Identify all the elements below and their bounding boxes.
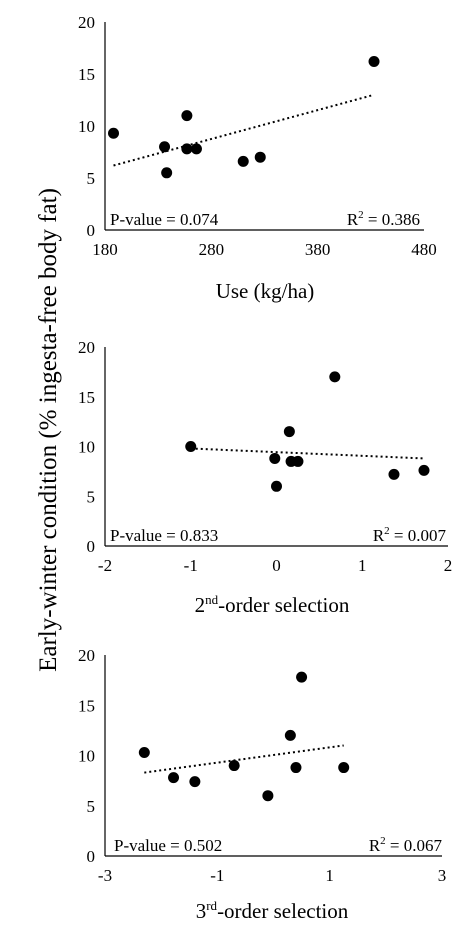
data-point xyxy=(292,455,304,467)
y-tick-label: 10 xyxy=(78,117,95,136)
x-tick-label: -3 xyxy=(98,866,112,885)
x-tick-label: -2 xyxy=(98,556,112,575)
scatter-panel-use: P-value = 0.074 R2 = 0.386 Use (kg/ha) 0… xyxy=(78,13,437,303)
x-tick-label: -1 xyxy=(210,866,224,885)
x-tick-label: 1 xyxy=(358,556,367,575)
scatter-panel-2nd-order: P-value = 0.833 R2 = 0.007 2nd-order sel… xyxy=(78,338,452,617)
y-tick-label: 20 xyxy=(78,646,95,665)
data-point xyxy=(189,776,201,788)
y-tick-label: 20 xyxy=(78,13,95,32)
x-tick-label: 280 xyxy=(199,240,225,259)
data-point xyxy=(290,762,302,774)
data-point xyxy=(168,772,180,784)
y-tick-label: 0 xyxy=(87,221,96,240)
data-point xyxy=(269,452,281,464)
r2-annotation: R2 = 0.067 xyxy=(369,835,443,855)
pvalue-annotation: P-value = 0.833 xyxy=(110,526,218,545)
scatter-panel-3rd-order: P-value = 0.502 R2 = 0.067 3rd-order sel… xyxy=(78,646,446,923)
x-tick-label: 380 xyxy=(305,240,331,259)
r2-annotation: R2 = 0.386 xyxy=(347,209,420,229)
data-point xyxy=(368,56,380,68)
data-point xyxy=(284,729,296,741)
x-tick-label: 1 xyxy=(325,866,334,885)
data-point xyxy=(108,127,120,139)
x-tick-label: 3 xyxy=(438,866,447,885)
x-tick-label: 0 xyxy=(272,556,281,575)
x-tick-label: -1 xyxy=(184,556,198,575)
data-point xyxy=(338,762,350,774)
data-point xyxy=(271,480,282,492)
y-tick-label: 5 xyxy=(87,487,96,506)
data-point xyxy=(185,441,197,452)
x-axis-title: 2nd-order selection xyxy=(195,592,350,617)
y-tick-label: 20 xyxy=(78,338,95,357)
data-point xyxy=(329,371,341,383)
y-tick-label: 0 xyxy=(87,537,96,556)
data-point xyxy=(262,790,274,802)
data-point xyxy=(138,746,150,758)
data-point xyxy=(190,143,202,155)
data-point xyxy=(181,110,193,122)
r2-annotation: R2 = 0.007 xyxy=(373,525,447,545)
y-tick-label: 15 xyxy=(78,388,95,407)
y-tick-label: 15 xyxy=(78,65,95,84)
data-point xyxy=(388,468,400,480)
x-axis-title: 3rd-order selection xyxy=(196,898,349,923)
data-point xyxy=(296,671,308,683)
x-axis-title: Use (kg/ha) xyxy=(216,279,315,303)
y-tick-label: 5 xyxy=(87,797,96,816)
y-tick-label: 5 xyxy=(87,169,96,188)
data-point xyxy=(161,167,173,179)
data-point xyxy=(254,151,266,163)
data-point xyxy=(159,141,171,153)
y-tick-label: 0 xyxy=(87,847,96,866)
trend-line xyxy=(144,744,344,774)
data-point xyxy=(418,464,430,476)
y-axis-title: Early-winter condition (% ingesta-free b… xyxy=(35,188,62,672)
data-point xyxy=(228,760,240,772)
x-tick-label: 180 xyxy=(92,240,118,259)
data-point xyxy=(181,143,193,155)
data-point xyxy=(237,155,249,167)
trend-line xyxy=(190,447,425,460)
y-tick-label: 10 xyxy=(78,747,95,766)
y-tick-label: 15 xyxy=(78,696,95,715)
pvalue-annotation: P-value = 0.502 xyxy=(114,836,222,855)
data-point xyxy=(283,426,295,438)
x-tick-label: 480 xyxy=(411,240,437,259)
pvalue-annotation: P-value = 0.074 xyxy=(110,210,219,229)
y-tick-label: 10 xyxy=(78,438,95,457)
x-tick-label: 2 xyxy=(444,556,453,575)
trend-line xyxy=(113,93,375,167)
